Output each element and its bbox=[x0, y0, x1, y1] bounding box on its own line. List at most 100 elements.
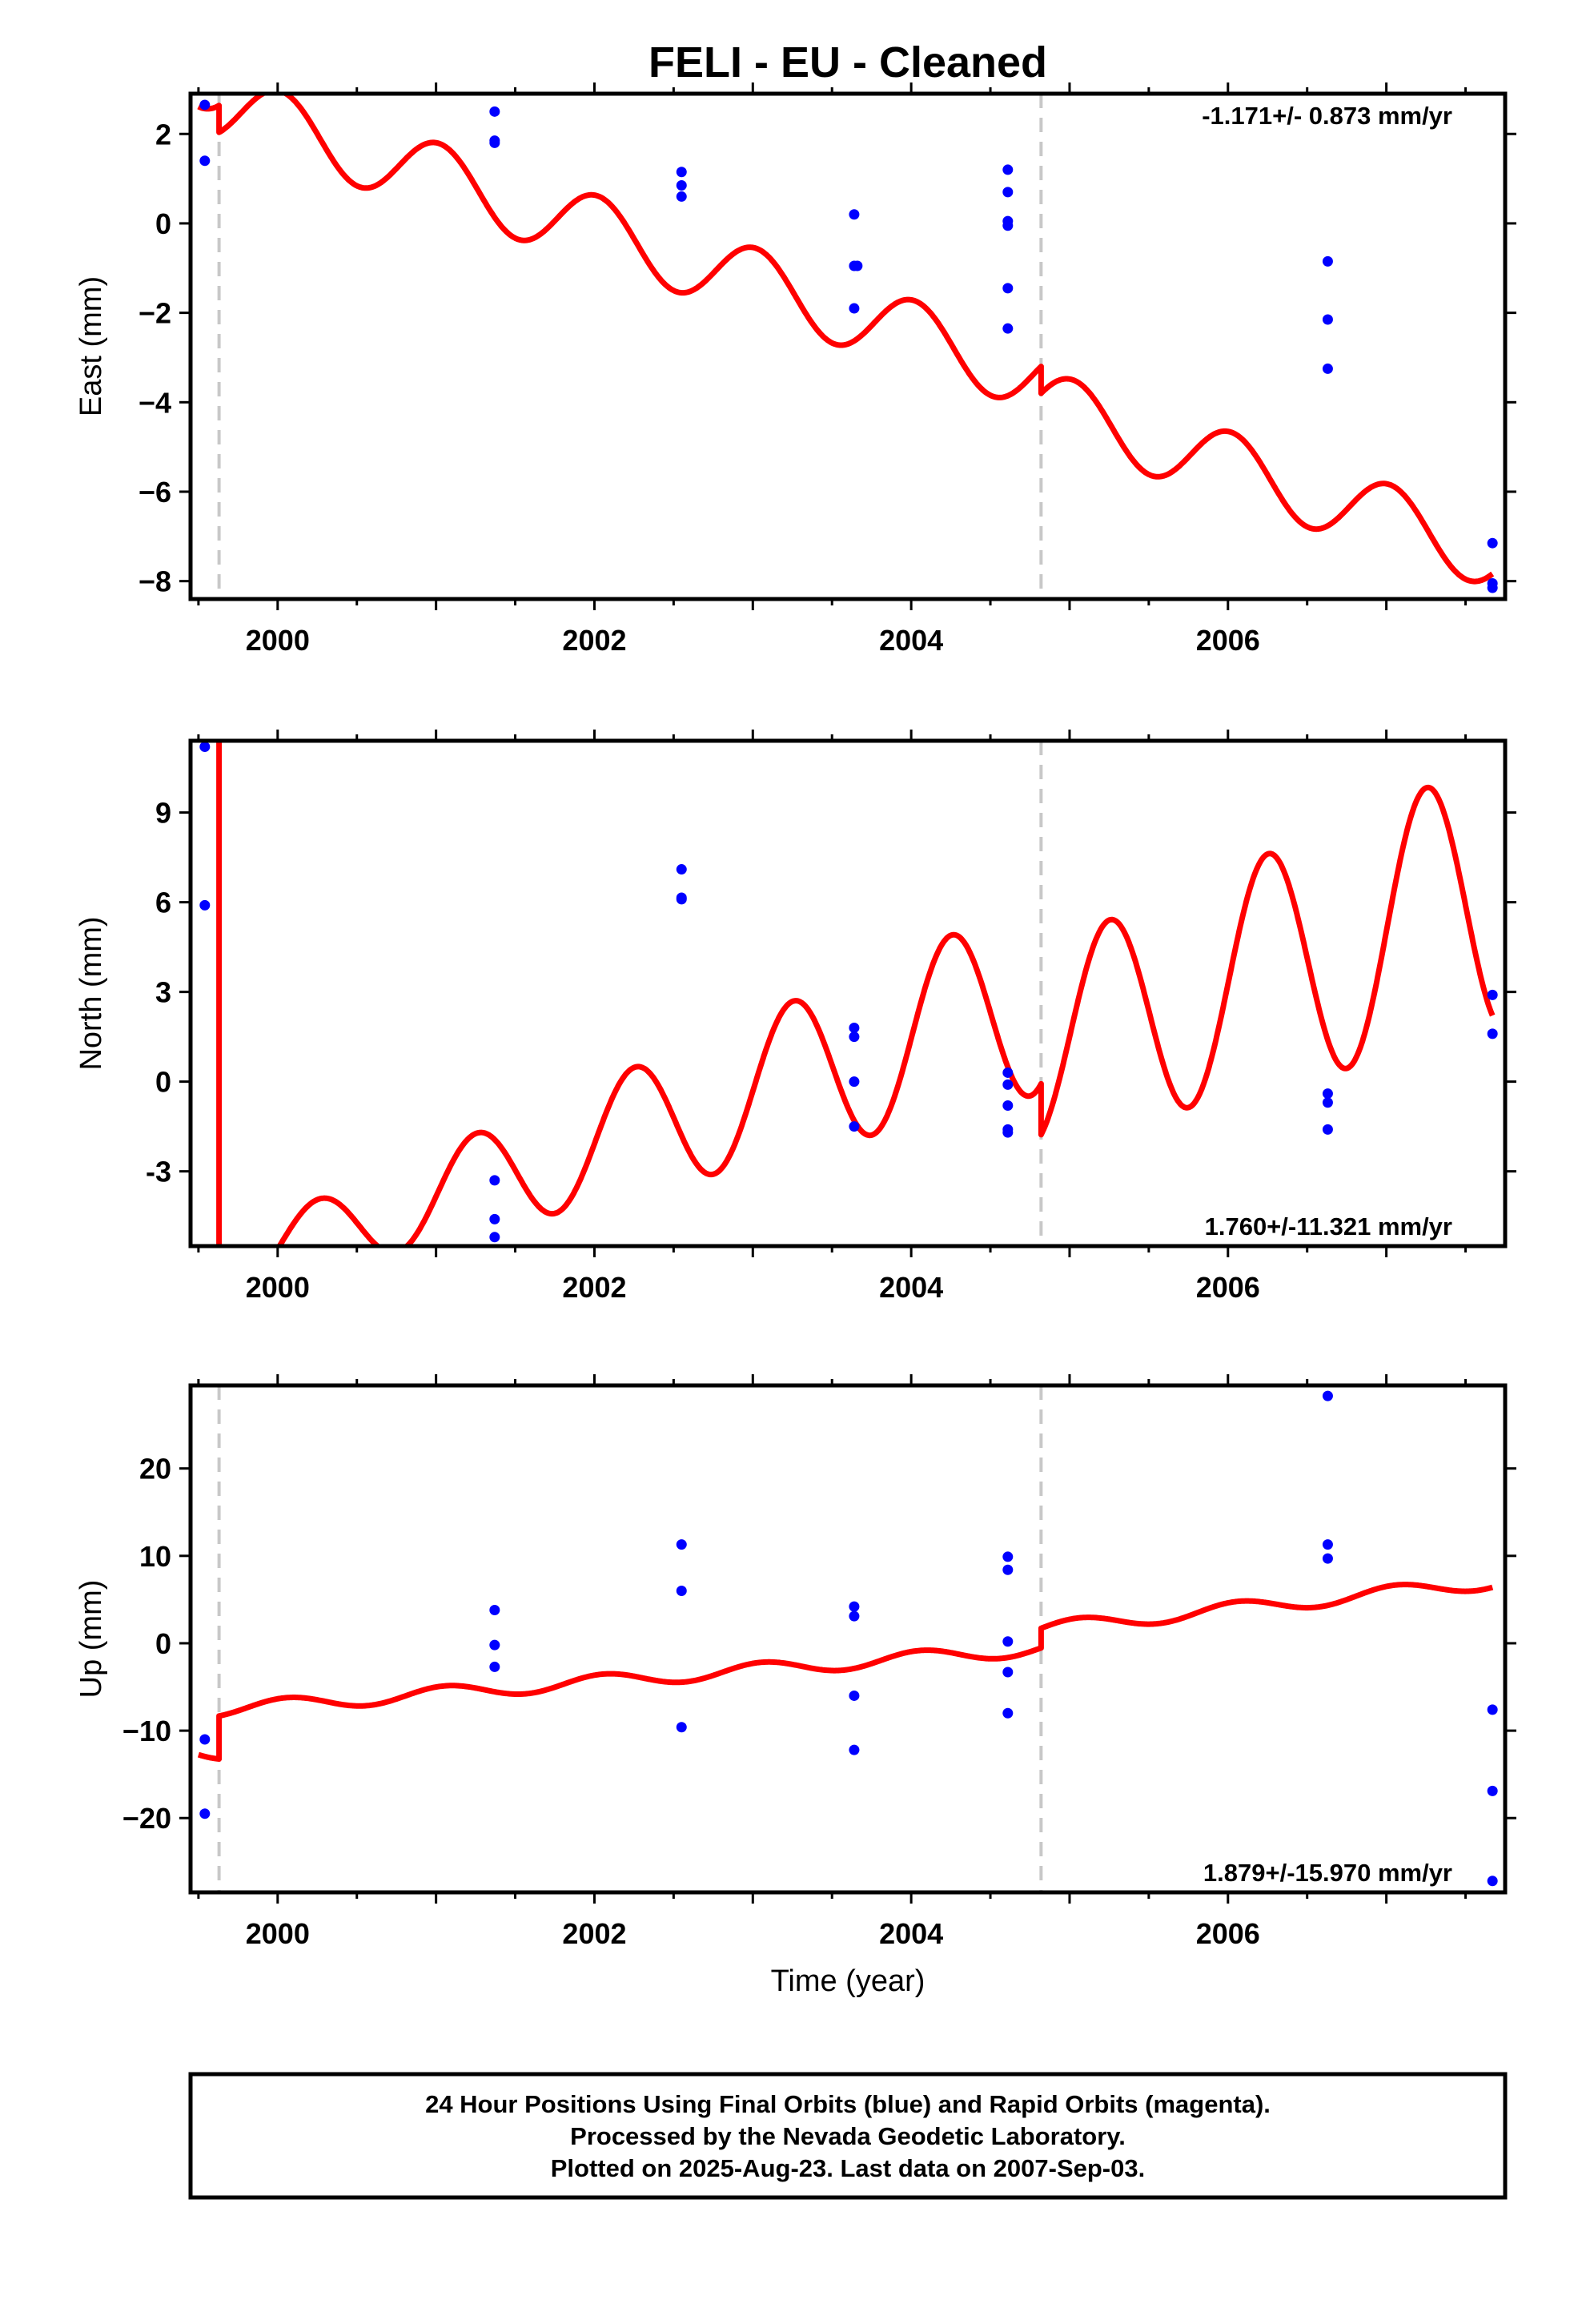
data-point bbox=[852, 260, 863, 271]
x-tick-label: 2000 bbox=[246, 1917, 310, 1950]
data-point bbox=[199, 741, 211, 752]
y-tick-label: −20 bbox=[122, 1802, 171, 1835]
data-point bbox=[849, 1031, 860, 1043]
footer-box: 24 Hour Positions Using Final Orbits (bl… bbox=[188, 2072, 1508, 2200]
model-line bbox=[196, 1582, 1495, 1762]
y-tick-label: 20 bbox=[139, 1453, 171, 1486]
rate-label: 1.760+/-11.321 mm/yr bbox=[1205, 1212, 1452, 1240]
y-tick-label: −6 bbox=[139, 476, 171, 509]
model-curve bbox=[216, 741, 1496, 1246]
footer-frame bbox=[188, 2072, 1508, 2200]
model-line bbox=[196, 94, 1495, 585]
data-point bbox=[1322, 255, 1333, 267]
y-tick-label: −4 bbox=[139, 386, 171, 419]
data-point bbox=[489, 1604, 500, 1615]
y-tick-label: −8 bbox=[139, 565, 171, 598]
data-point bbox=[1487, 989, 1498, 1000]
data-point bbox=[676, 1539, 687, 1550]
y-tick-label: 10 bbox=[139, 1540, 171, 1573]
data-point bbox=[676, 1722, 687, 1733]
plot-frame bbox=[188, 91, 1508, 601]
y-tick-label: 2 bbox=[155, 118, 171, 151]
x-axis-label: Time (year) bbox=[771, 1964, 926, 1998]
data-point bbox=[676, 191, 687, 202]
model-curve bbox=[196, 94, 1495, 585]
data-point bbox=[1322, 1088, 1333, 1100]
x-tick-label: 2004 bbox=[879, 1917, 943, 1950]
data-point bbox=[1002, 1551, 1014, 1562]
x-tick-label: 2004 bbox=[879, 1271, 943, 1304]
data-point bbox=[849, 1744, 860, 1755]
data-point bbox=[1322, 1390, 1333, 1401]
y-axis-label: North (mm) bbox=[74, 916, 108, 1070]
data-point bbox=[489, 1232, 500, 1243]
data-point bbox=[1487, 1704, 1498, 1715]
data-point bbox=[849, 1022, 860, 1033]
data-point bbox=[489, 106, 500, 117]
data-point bbox=[849, 209, 860, 220]
data-point bbox=[676, 1585, 687, 1596]
data-point bbox=[199, 1808, 211, 1819]
data-point bbox=[489, 1175, 500, 1186]
data-point bbox=[199, 899, 211, 911]
rate-label: 1.879+/-15.970 mm/yr bbox=[1203, 1859, 1452, 1887]
y-tick-label: 0 bbox=[155, 1066, 171, 1099]
chart-title: FELI - EU - Cleaned bbox=[648, 38, 1047, 86]
data-point bbox=[1002, 1636, 1014, 1647]
data-point bbox=[849, 303, 860, 314]
data-point bbox=[1322, 1539, 1333, 1550]
y-tick-label: 0 bbox=[155, 207, 171, 240]
x-tick-label: 2002 bbox=[562, 1271, 626, 1304]
y-tick-label: 9 bbox=[155, 797, 171, 830]
data-point bbox=[199, 1734, 211, 1745]
data-point bbox=[489, 1639, 500, 1651]
data-point bbox=[676, 894, 687, 905]
data-point bbox=[1322, 1124, 1333, 1135]
data-point bbox=[1322, 1553, 1333, 1564]
y-axis-label: Up (mm) bbox=[74, 1580, 108, 1699]
data-point bbox=[849, 1690, 860, 1701]
y-tick-label: 6 bbox=[155, 887, 171, 919]
data-point bbox=[1002, 187, 1014, 198]
data-point bbox=[1322, 1097, 1333, 1108]
x-tick-label: 2006 bbox=[1196, 1271, 1260, 1304]
footer-line-1: 24 Hour Positions Using Final Orbits (bl… bbox=[425, 2090, 1271, 2118]
footer-line-3: Plotted on 2025-Aug-23. Last data on 200… bbox=[551, 2154, 1145, 2182]
y-tick-label: -3 bbox=[146, 1156, 171, 1188]
data-point bbox=[1487, 582, 1498, 593]
x-tick-label: 2006 bbox=[1196, 1917, 1260, 1950]
data-point bbox=[489, 1213, 500, 1224]
data-point bbox=[1002, 323, 1014, 334]
data-point bbox=[199, 99, 211, 111]
x-tick-label: 2000 bbox=[246, 1271, 310, 1304]
data-point bbox=[199, 155, 211, 167]
data-point bbox=[676, 864, 687, 875]
data-point bbox=[1002, 164, 1014, 175]
x-tick-label: 2000 bbox=[246, 624, 310, 657]
data-point bbox=[1002, 1564, 1014, 1575]
data-point bbox=[849, 1610, 860, 1622]
panel-north: 9 6 3 0 -3 2000 2002 2004 2006 North (mm) 1.760+/-… bbox=[74, 730, 1516, 1304]
data-point bbox=[489, 1661, 500, 1672]
data-point bbox=[849, 1121, 860, 1132]
data-point bbox=[1002, 1079, 1014, 1090]
data-point bbox=[1002, 1100, 1014, 1112]
data-point bbox=[1002, 1067, 1014, 1078]
model-curve bbox=[196, 1582, 1495, 1762]
y-tick-label: −2 bbox=[139, 297, 171, 330]
data-point bbox=[1002, 220, 1014, 231]
y-tick-label: 3 bbox=[155, 976, 171, 1009]
panel-up: 20 10 0 −10 −20 2000 2002 2004 2006 Up (mm) 1.879+… bbox=[74, 1374, 1516, 1950]
y-tick-label: −10 bbox=[122, 1715, 171, 1747]
plot-frame bbox=[188, 1383, 1508, 1895]
data-point bbox=[676, 179, 687, 191]
x-tick-label: 2006 bbox=[1196, 624, 1260, 657]
panel-east: 2 0 −2 −4 −6 −8 2000 2002 2004 2006 East (mm) -1.17… bbox=[74, 82, 1516, 657]
data-point bbox=[1487, 537, 1498, 549]
y-axis-label: East (mm) bbox=[74, 276, 108, 416]
data-point bbox=[1487, 1785, 1498, 1796]
data-point bbox=[1002, 283, 1014, 294]
data-point bbox=[1002, 1667, 1014, 1678]
data-point bbox=[1002, 1127, 1014, 1138]
